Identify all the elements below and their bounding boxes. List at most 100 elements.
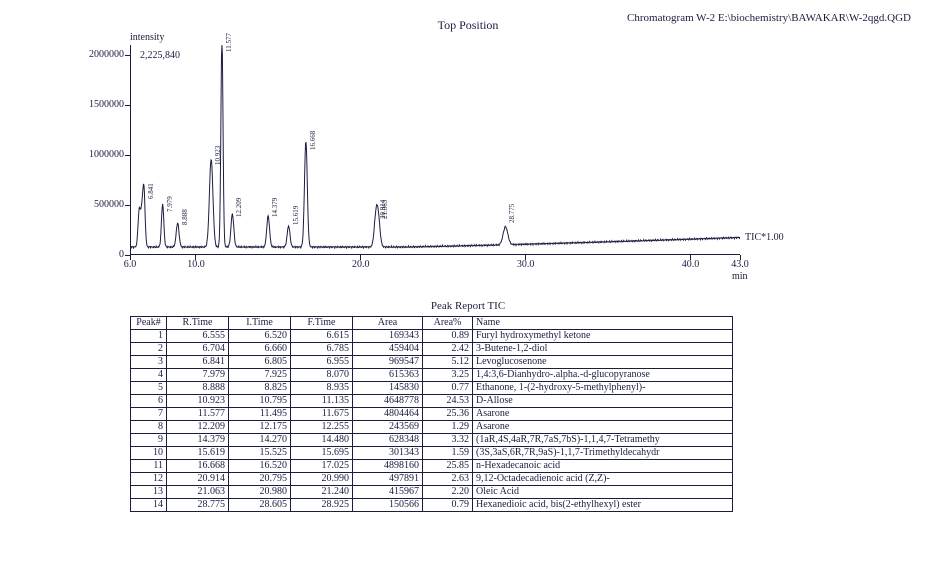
table-cell: 11.675 [291, 408, 353, 421]
peak-label: 14.379 [271, 198, 279, 217]
table-row: 812.20912.17512.2552435691.29Asarone [131, 421, 733, 434]
y-tick [125, 55, 130, 56]
column-header: Area% [423, 317, 473, 330]
table-cell: 12 [131, 473, 167, 486]
peak-label: 6.841 [147, 183, 155, 199]
table-cell: 415967 [353, 486, 423, 499]
table-cell: 5 [131, 382, 167, 395]
y-tick-label: 500000 [74, 199, 124, 210]
table-cell: 8.825 [229, 382, 291, 395]
table-cell: 11.495 [229, 408, 291, 421]
x-tick-label: 40.0 [682, 259, 700, 270]
table-cell: 20.990 [291, 473, 353, 486]
table-cell: 0.77 [423, 382, 473, 395]
y-tick [125, 105, 130, 106]
table-cell: 3-Butene-1,2-diol [473, 343, 733, 356]
table-cell: 150566 [353, 499, 423, 512]
table-cell: 14.270 [229, 434, 291, 447]
table-row: 1321.06320.98021.2404159672.20Oleic Acid [131, 486, 733, 499]
table-cell: 28.775 [167, 499, 229, 512]
table-cell: 145830 [353, 382, 423, 395]
chromatogram-chart: 05000001000000150000020000006.010.020.03… [130, 45, 740, 255]
table-cell: 14.480 [291, 434, 353, 447]
table-cell: 8.935 [291, 382, 353, 395]
column-header: I.Time [229, 317, 291, 330]
table-cell: 8 [131, 421, 167, 434]
table-cell: 301343 [353, 447, 423, 460]
table-cell: 2.20 [423, 486, 473, 499]
table-cell: 0.79 [423, 499, 473, 512]
table-cell: 21.063 [167, 486, 229, 499]
y-tick [125, 205, 130, 206]
y-tick [125, 155, 130, 156]
peak-label: 10.923 [214, 146, 222, 165]
table-cell: 6 [131, 395, 167, 408]
table-cell: 9 [131, 434, 167, 447]
table-cell: 10.795 [229, 395, 291, 408]
table-title: Peak Report TIC [0, 300, 936, 312]
table-cell: 28.925 [291, 499, 353, 512]
table-cell: 20.795 [229, 473, 291, 486]
peak-label: 7.979 [166, 196, 174, 212]
table-cell: (3S,3aS,6R,7R,9aS)-1,1,7-Trimethyldecahy… [473, 447, 733, 460]
table-cell: 169343 [353, 330, 423, 343]
peak-label: 8.888 [181, 209, 189, 225]
peak-label: 15.619 [292, 206, 300, 225]
column-header: Area [353, 317, 423, 330]
table-cell: 11 [131, 460, 167, 473]
table-cell: 28.605 [229, 499, 291, 512]
table-cell: 9,12-Octadecadienoic acid (Z,Z)- [473, 473, 733, 486]
column-header: Peak# [131, 317, 167, 330]
file-path-label: Chromatogram W-2 E:\biochemistry\BAWAKAR… [627, 12, 911, 24]
table-cell: Asarone [473, 408, 733, 421]
table-cell: 4804464 [353, 408, 423, 421]
table-cell: Oleic Acid [473, 486, 733, 499]
table-cell: 21.240 [291, 486, 353, 499]
table-cell: 14.379 [167, 434, 229, 447]
table-cell: 4648778 [353, 395, 423, 408]
table-cell: 25.85 [423, 460, 473, 473]
table-cell: 20.980 [229, 486, 291, 499]
column-header: R.Time [167, 317, 229, 330]
table-cell: 14 [131, 499, 167, 512]
peak-label: 12.209 [235, 198, 243, 217]
table-cell: 2.42 [423, 343, 473, 356]
table-cell: 12.255 [291, 421, 353, 434]
table-cell: 7.979 [167, 369, 229, 382]
table-row: 1015.61915.52515.6953013431.59(3S,3aS,6R… [131, 447, 733, 460]
table-cell: 6.704 [167, 343, 229, 356]
table-cell: 459404 [353, 343, 423, 356]
peak-report-table: Peak#R.TimeI.TimeF.TimeAreaArea%Name 16.… [130, 316, 733, 512]
table-row: 36.8416.8056.9559695475.12Levoglucosenon… [131, 356, 733, 369]
table-cell: 1.59 [423, 447, 473, 460]
x-tick-label: 6.0 [124, 259, 137, 270]
table-row: 1428.77528.60528.9251505660.79Hexanedioi… [131, 499, 733, 512]
y-axis-label: intensity [130, 32, 164, 43]
table-cell: n-Hexadecanoic acid [473, 460, 733, 473]
x-tick-label: 10.0 [187, 259, 205, 270]
table-cell: 2 [131, 343, 167, 356]
table-cell: 497891 [353, 473, 423, 486]
table-cell: 1 [131, 330, 167, 343]
table-cell: D-Allose [473, 395, 733, 408]
table-cell: (1aR,4S,4aR,7R,7aS,7bS)-1,1,4,7-Tetramet… [473, 434, 733, 447]
table-cell: 15.695 [291, 447, 353, 460]
table-cell: Levoglucosenone [473, 356, 733, 369]
table-cell: 17.025 [291, 460, 353, 473]
peak-label: 21.063 [381, 200, 389, 219]
table-cell: 24.53 [423, 395, 473, 408]
x-tick-label: 30.0 [517, 259, 535, 270]
table-header-row: Peak#R.TimeI.TimeF.TimeAreaArea%Name [131, 317, 733, 330]
table-row: 1116.66816.52017.025489816025.85n-Hexade… [131, 460, 733, 473]
table-cell: 10.923 [167, 395, 229, 408]
y-tick-label: 1500000 [74, 99, 124, 110]
table-cell: Ethanone, 1-(2-hydroxy-5-methylphenyl)- [473, 382, 733, 395]
table-cell: 11.577 [167, 408, 229, 421]
table-cell: 6.520 [229, 330, 291, 343]
table-cell: 2.63 [423, 473, 473, 486]
table-cell: Asarone [473, 421, 733, 434]
y-tick-label: 1000000 [74, 149, 124, 160]
column-header: Name [473, 317, 733, 330]
table-cell: 16.668 [167, 460, 229, 473]
table-row: 47.9797.9258.0706153633.251,4:3,6-Dianhy… [131, 369, 733, 382]
